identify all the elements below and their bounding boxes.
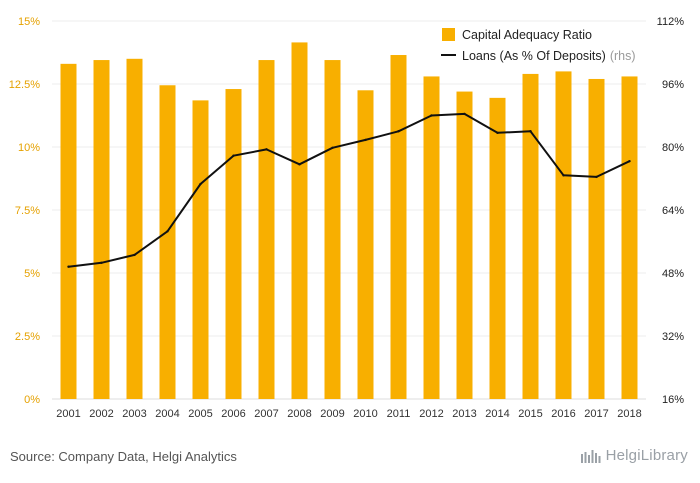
bar-capital-adequacy-ratio (390, 55, 407, 400)
line-point (397, 130, 400, 133)
line-point (562, 174, 565, 177)
source-note: Source: Company Data, Helgi Analytics (10, 449, 237, 464)
x-tick-label: 2011 (387, 408, 411, 420)
y-right-tick-label: 48% (662, 268, 684, 280)
helgi-library-logo: HelgiLibrary (580, 447, 688, 464)
bar-capital-adequacy-ratio (423, 76, 440, 399)
bar-capital-adequacy-ratio (324, 60, 341, 400)
legend-bar-swatch (442, 28, 455, 41)
library-icon (580, 449, 601, 463)
line-point (232, 154, 235, 157)
bar-capital-adequacy-ratio (522, 73, 539, 400)
x-tick-label: 2017 (584, 408, 608, 420)
y-right-tick-label: 112% (657, 16, 685, 28)
bar-capital-adequacy-ratio (225, 89, 242, 399)
bar-capital-adequacy-ratio (456, 91, 473, 399)
bar-capital-adequacy-ratio (126, 58, 143, 400)
chart-canvas: 0% 2.5% 5% 7.5% 10% 12.5% 15% 16% 32% 48% 64% 80% 9… (9, 16, 685, 420)
x-tick-label: 2002 (89, 408, 113, 420)
line-point (364, 138, 367, 142)
y-right-tick-label: 32% (662, 331, 684, 343)
x-tick-label: 2003 (122, 408, 146, 420)
x-tick-label: 2001 (56, 408, 80, 420)
y-left-tick-label: 7.5% (15, 205, 40, 217)
line-point (595, 175, 598, 179)
y-right-tick-label: 80% (662, 142, 684, 154)
bar-capital-adequacy-ratio (489, 97, 506, 400)
y-right-tick-label: 96% (662, 79, 684, 91)
y-left-tick-label: 5% (24, 268, 40, 280)
legend-line-rhs: (rhs) (610, 49, 636, 63)
x-tick-label: 2015 (518, 408, 542, 420)
line-point (496, 131, 499, 135)
line-loans-to-deposits (68, 112, 630, 268)
bar-capital-adequacy-ratio (291, 42, 308, 400)
y-right-tick-label: 16% (662, 394, 684, 406)
x-tick-label: 2012 (419, 408, 443, 420)
y-left-tick-label: 12.5% (9, 79, 40, 91)
bar-capital-adequacy-ratio (192, 100, 209, 399)
line-point (199, 182, 202, 186)
x-tick-label: 2005 (188, 408, 212, 420)
bar-capital-adequacy-ratio (159, 85, 176, 399)
legend-line-label: Loans (As % Of Deposits) (rhs) (462, 49, 636, 63)
line-point (430, 114, 433, 117)
x-tick-label: 2006 (221, 408, 245, 420)
line-point (529, 130, 532, 133)
bar-capital-adequacy-ratio (258, 60, 275, 400)
line-point (463, 112, 466, 116)
line-point (298, 163, 301, 166)
x-tick-label: 2010 (353, 408, 377, 420)
line-point (133, 253, 136, 257)
line-point (265, 148, 268, 151)
bar-capital-adequacy-ratio (588, 78, 605, 400)
legend-line-label-text: Loans (As % Of Deposits) (462, 49, 606, 63)
bar-capital-adequacy-ratio (60, 63, 77, 400)
line-point (100, 261, 103, 264)
bar-capital-adequacy-ratio (555, 71, 572, 400)
y-left-tick-label: 2.5% (15, 331, 40, 343)
line-point (331, 146, 334, 149)
bar-capital-adequacy-ratio (621, 76, 638, 399)
x-tick-label: 2007 (254, 408, 278, 420)
x-tick-label: 2018 (617, 408, 641, 420)
x-tick-label: 2004 (155, 408, 179, 420)
y-right-tick-label: 64% (662, 205, 684, 217)
y-left-tick-label: 10% (18, 142, 40, 154)
x-tick-label: 2009 (320, 408, 344, 420)
line-point (67, 265, 70, 268)
legend-bar-label: Capital Adequacy Ratio (462, 28, 592, 42)
y-left-tick-label: 0% (24, 394, 40, 406)
line-point (166, 230, 169, 233)
logo-text: HelgiLibrary (605, 447, 688, 464)
x-tick-label: 2013 (452, 408, 476, 420)
bar-capital-adequacy-ratio (93, 60, 110, 400)
x-tick-label: 2008 (287, 408, 311, 420)
line-point (628, 159, 631, 163)
legend: Capital Adequacy Ratio Loans (As % Of De… (441, 28, 636, 63)
x-tick-label: 2016 (551, 408, 575, 420)
y-left-tick-label: 15% (18, 16, 40, 28)
x-tick-label: 2014 (485, 408, 509, 420)
bar-capital-adequacy-ratio (357, 90, 374, 400)
